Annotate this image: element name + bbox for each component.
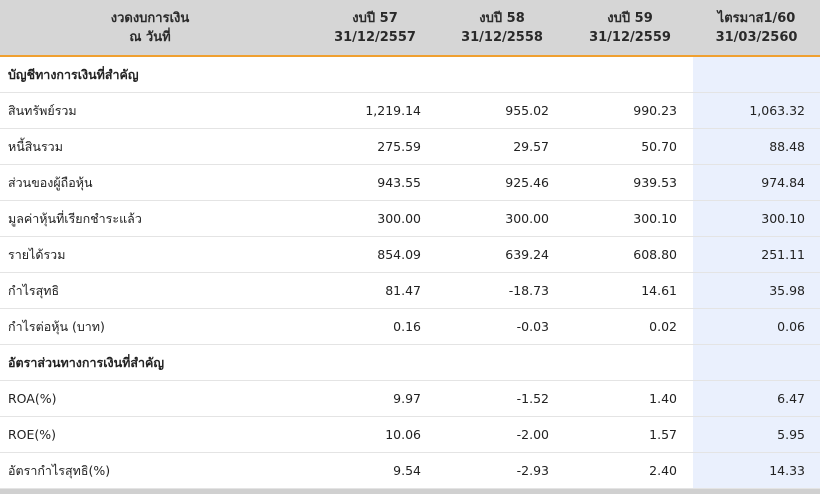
cell-value: 1,063.32 [749,103,805,118]
row-label: ROE(%) [8,427,57,442]
table-row: มูลค่าหุ้นที่เรียกชำระแล้ว 300.00 300.00 30… [0,201,820,237]
header-period-label: งวดงบการเงิน [110,10,190,26]
cell-value: 1,219.14 [365,103,421,118]
row-label: มูลค่าหุ้นที่เรียกชำระแล้ว [8,211,142,226]
cell-value: 9.54 [393,463,421,478]
table-bottom-border [0,489,820,494]
cell-value: 955.02 [505,103,549,118]
cell-value: 2.40 [649,463,677,478]
cell-value [690,345,805,380]
cell-value: 939.53 [633,175,677,190]
table-header: งวดงบการเงิน ณ วันที่ งบปี 57 31/12/2557… [0,0,820,57]
row-label: ROA(%) [8,391,57,406]
cell-value: -18.73 [508,283,549,298]
cell-value: -1.52 [516,391,549,406]
cell-value: 29.57 [513,139,549,154]
cell-value [430,57,549,92]
cell-value: 639.24 [505,247,549,262]
header-fy58-label: งบปี 58 [479,10,525,26]
cell-value [300,345,421,380]
table-row: ROE(%) 10.06 -2.00 1.57 5.95 [0,417,820,453]
latest-quarter-highlight [693,57,820,489]
header-fy59: งบปี 59 31/12/2559 [565,0,695,55]
table-row: ROA(%) 9.97 -1.52 1.40 6.47 [0,381,820,417]
header-q1-60-date: 31/03/2560 [715,29,798,45]
cell-value: 50.70 [641,139,677,154]
cell-value: -2.93 [516,463,549,478]
cell-value: 854.09 [377,247,421,262]
cell-value [430,345,549,380]
table-row: อัตรากำไรสุทธิ(%) 9.54 -2.93 2.40 14.33 [0,453,820,489]
cell-value: 14.61 [641,283,677,298]
row-label: รายได้รวม [8,247,66,262]
cell-value: 88.48 [769,139,805,154]
cell-value: 990.23 [633,103,677,118]
cell-value: 1.40 [649,391,677,406]
cell-value: 14.33 [769,463,805,478]
cell-value: 275.59 [377,139,421,154]
header-q1-60-label: ไตรมาส1/60 [717,10,796,26]
cell-value: 300.10 [633,211,677,226]
cell-value: 608.80 [633,247,677,262]
cell-value: 81.47 [385,283,421,298]
table-row: สินทรัพย์รวม 1,219.14 955.02 990.23 1,063.32 [0,93,820,129]
section-title: บัญชีทางการเงินที่สำคัญ [8,67,139,82]
cell-value: 10.06 [385,427,421,442]
cell-value: 300.00 [377,211,421,226]
row-label: สินทรัพย์รวม [8,103,77,118]
header-q1-60: ไตรมาส1/60 31/03/2560 [693,0,820,55]
header-fy59-label: งบปี 59 [607,10,653,26]
cell-value: 943.55 [377,175,421,190]
row-label: หนี้สินรวม [8,139,63,154]
header-date-label: ณ วันที่ [129,29,171,45]
table-row: หนี้สินรวม 275.59 29.57 50.70 88.48 [0,129,820,165]
cell-value: 0.02 [649,319,677,334]
cell-value: 0.16 [393,319,421,334]
section-header-row: อัตราส่วนทางการเงินที่สำคัญ [0,345,820,381]
header-fy57-label: งบปี 57 [352,10,398,26]
cell-value [560,345,677,380]
section-header-row: บัญชีทางการเงินที่สำคัญ [0,57,820,93]
section-title: อัตราส่วนทางการเงินที่สำคัญ [8,355,165,370]
row-label: กำไรต่อหุ้น (บาท) [8,319,105,334]
cell-value: 9.97 [393,391,421,406]
cell-value: 0.06 [777,319,805,334]
cell-value: 251.11 [761,247,805,262]
row-label: กำไรสุทธิ [8,283,60,298]
cell-value: 300.10 [761,211,805,226]
cell-value: 925.46 [505,175,549,190]
cell-value [300,57,421,92]
cell-value: 5.95 [777,427,805,442]
table-row: ส่วนของผู้ถือหุ้น 943.55 925.46 939.53 974.8… [0,165,820,201]
cell-value: -0.03 [516,319,549,334]
cell-value: -2.00 [516,427,549,442]
header-fy57-date: 31/12/2557 [334,29,416,45]
header-fy58: งบปี 58 31/12/2558 [437,0,567,55]
row-label: อัตรากำไรสุทธิ(%) [8,463,111,478]
table-row: รายได้รวม 854.09 639.24 608.80 251.11 [0,237,820,273]
row-label: ส่วนของผู้ถือหุ้น [8,175,93,190]
cell-value: 35.98 [769,283,805,298]
header-fy57: งบปี 57 31/12/2557 [310,0,440,55]
header-period-column: งวดงบการเงิน ณ วันที่ [0,0,300,55]
header-fy58-date: 31/12/2558 [461,29,543,45]
cell-value: 1.57 [649,427,677,442]
header-fy59-date: 31/12/2559 [589,29,671,45]
cell-value: 974.84 [761,175,805,190]
cell-value: 6.47 [777,391,805,406]
cell-value [690,57,805,92]
cell-value: 300.00 [505,211,549,226]
table-row: กำไรสุทธิ 81.47 -18.73 14.61 35.98 [0,273,820,309]
table-row: กำไรต่อหุ้น (บาท) 0.16 -0.03 0.02 0.06 [0,309,820,345]
cell-value [560,57,677,92]
